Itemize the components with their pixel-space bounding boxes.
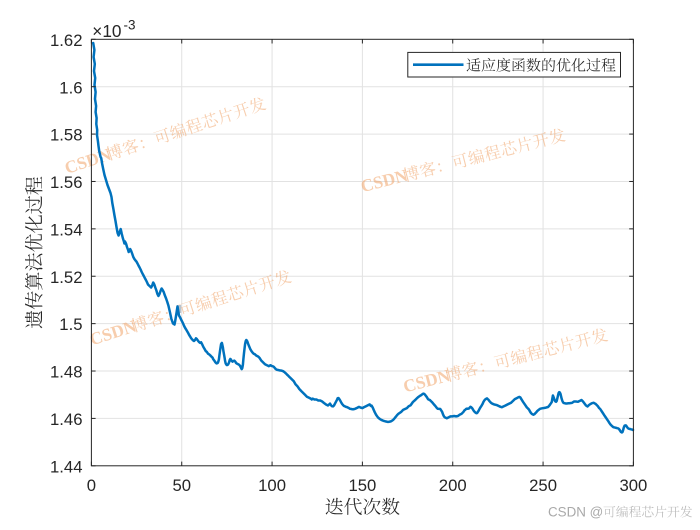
svg-text:1.58: 1.58 (50, 126, 82, 145)
svg-text:1.46: 1.46 (50, 410, 82, 429)
svg-text:1.62: 1.62 (50, 31, 82, 50)
svg-text:1.54: 1.54 (50, 220, 82, 239)
svg-text:1.52: 1.52 (50, 268, 82, 287)
svg-text:0: 0 (87, 476, 96, 495)
svg-text:1.6: 1.6 (59, 78, 82, 97)
svg-text:1.48: 1.48 (50, 363, 82, 382)
svg-text:1.5: 1.5 (59, 315, 82, 334)
svg-text:150: 150 (348, 476, 376, 495)
svg-text:1.44: 1.44 (50, 457, 82, 476)
svg-text:300: 300 (619, 476, 647, 495)
svg-text:250: 250 (529, 476, 557, 495)
svg-text:200: 200 (439, 476, 467, 495)
svg-text:1.56: 1.56 (50, 173, 82, 192)
svg-text:50: 50 (172, 476, 191, 495)
svg-text:CSDN @: CSDN @ (548, 505, 603, 520)
svg-text:100: 100 (258, 476, 286, 495)
